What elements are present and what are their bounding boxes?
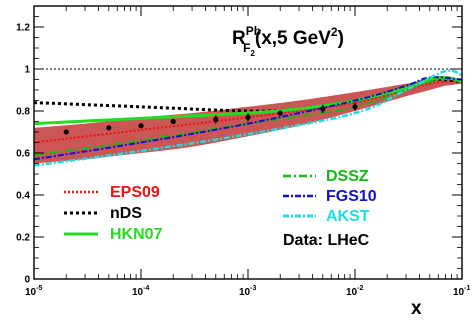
title-subsubscript: 2 [250, 49, 255, 58]
legend: EPS09 nDS HKN07 DSSZ FGS10 AKST Data: LHeC [64, 168, 377, 249]
data-point [106, 125, 112, 131]
data-point [352, 104, 358, 110]
title-tail-open: (x,5 GeV [255, 28, 331, 49]
x-tick-base: 10 [25, 287, 37, 298]
series-line-dssz [33, 77, 463, 157]
x-tick-label: 10-1 [453, 285, 470, 298]
x-tick-base: 10 [346, 287, 358, 298]
y-tick-label: 1.2 [16, 23, 30, 34]
y-tick-label: 0.8 [16, 107, 30, 118]
x-tick-exponent: -3 [250, 285, 256, 292]
x-tick-label: 10-3 [239, 285, 256, 298]
x-tick-label: 10-4 [132, 285, 149, 298]
x-axis-label: x [411, 298, 422, 319]
x-tick-exponent: -4 [143, 285, 149, 292]
legend-label-fgs10: FGS10 [326, 188, 377, 205]
legend-label-dssz: DSSZ [326, 168, 369, 185]
title-superscript: Pb [246, 24, 261, 38]
title-base: R [232, 28, 246, 49]
axis-ticks-layer: 00.20.40.60.811.210-5 10-4 10-3 10-2 10-1 [16, 6, 470, 298]
legend-label-akst: AKST [326, 208, 370, 225]
x-tick-label: 10-2 [346, 285, 363, 298]
series-line-akst [33, 69, 463, 167]
data-point [170, 118, 176, 125]
data-point [277, 110, 283, 116]
data-points-layer [63, 102, 358, 135]
y-tick-label: 0.4 [16, 191, 30, 202]
x-tick-exponent: -1 [464, 285, 470, 292]
legend-label-nds: nDS [110, 205, 142, 222]
data-point [138, 123, 144, 129]
x-tick-base: 10 [453, 287, 465, 298]
x-tick-label: 10-5 [25, 285, 42, 298]
x-tick-base: 10 [239, 287, 251, 298]
legend-data-label: Data: LHeC [283, 232, 370, 249]
legend-label-eps09: EPS09 [110, 184, 160, 201]
data-point [213, 116, 219, 122]
data-point [245, 114, 251, 120]
y-tick-label: 0.2 [16, 233, 30, 244]
title-tail-close: ) [338, 28, 344, 49]
title-tail-superscript: 2 [331, 25, 338, 39]
data-point [63, 129, 69, 135]
chart-title: RPb F2(x,5 GeV2) [232, 24, 344, 58]
y-tick-label: 0.6 [16, 149, 30, 160]
x-tick-exponent: -2 [357, 285, 363, 292]
data-point [320, 106, 326, 112]
title-subscript: F [243, 41, 250, 55]
y-tick-label: 0 [24, 275, 30, 286]
x-tick-base: 10 [132, 287, 144, 298]
y-tick-label: 1 [24, 65, 30, 76]
x-tick-exponent: -5 [36, 285, 42, 292]
legend-label-hkn07: HKN07 [110, 226, 163, 243]
